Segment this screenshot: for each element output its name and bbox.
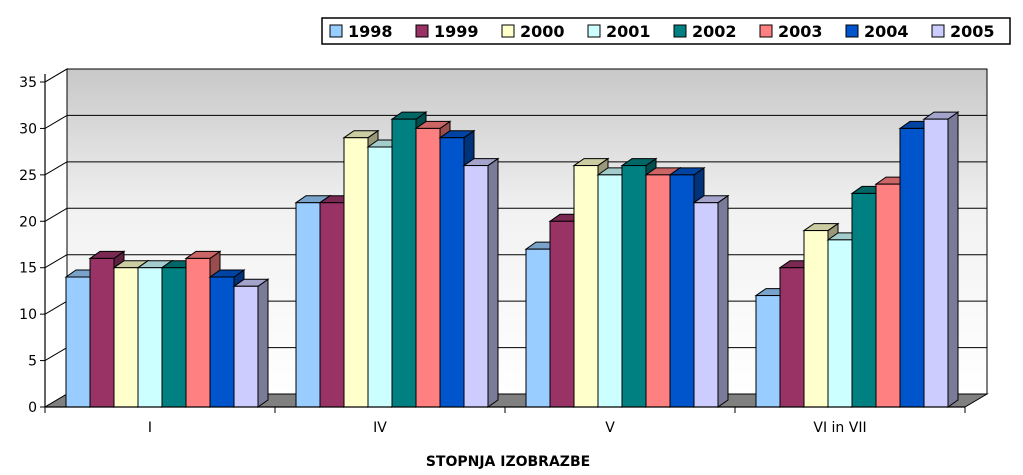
legend-swatch [501, 24, 515, 38]
bar-front [669, 174, 695, 408]
legend-swatch [587, 24, 601, 38]
legend-label: 2000 [520, 22, 565, 41]
bar-front [209, 276, 235, 408]
legend: 1998 1999 2000 2001 2002 2003 2004 2005 [321, 17, 1011, 45]
bar-front [391, 118, 417, 408]
x-category-label: IV [373, 420, 387, 436]
bar-front [573, 165, 599, 408]
legend-label: 2003 [778, 22, 823, 41]
gridline [44, 68, 68, 83]
bar-front [755, 295, 781, 408]
legend-item: 2003 [759, 22, 823, 41]
legend-item: 2001 [587, 22, 651, 41]
bar-side [257, 278, 269, 408]
side-wall [44, 68, 68, 408]
legend-box [321, 17, 1011, 45]
bar-front [463, 165, 489, 408]
y-tick-label: 10 [19, 307, 37, 323]
legend-item: 2004 [845, 22, 909, 41]
bar-front [621, 165, 647, 408]
gridline [44, 114, 68, 129]
legend-label: 1999 [434, 22, 479, 41]
bar-front [827, 239, 853, 408]
x-category-label: V [605, 420, 615, 436]
bar-front [233, 285, 259, 408]
legend-swatch [931, 24, 945, 38]
y-tick-label: 35 [19, 75, 37, 91]
y-tick-label: 0 [28, 400, 37, 416]
bar-front [185, 257, 211, 408]
bar-front [645, 174, 671, 408]
bar-front [113, 267, 139, 408]
y-tick-label: 25 [19, 168, 37, 184]
bar-front [803, 230, 829, 408]
bar [692, 194, 730, 408]
bar-front [439, 137, 465, 408]
gridline [44, 161, 68, 176]
bar-front [549, 220, 575, 408]
legend-swatch [673, 24, 687, 38]
legend-item: 2002 [673, 22, 737, 41]
legend-item: 2000 [501, 22, 565, 41]
bar-front [161, 267, 187, 408]
bar-front [295, 202, 321, 408]
bar-front [597, 174, 623, 408]
legend-swatch [759, 24, 773, 38]
plot-area: 0 5 10 15 20 25 30 35 I IV V VI in VII [19, 68, 989, 436]
bar-front [923, 118, 949, 408]
y-tick-label: 15 [19, 261, 37, 277]
bar-front [779, 267, 805, 408]
legend-label: 1998 [348, 22, 393, 41]
x-category-label: VI in VII [813, 420, 866, 436]
bar-front [343, 137, 369, 408]
bar-front [415, 127, 441, 408]
gridline [44, 347, 68, 362]
legend-item: 2005 [931, 22, 995, 41]
bar-front [875, 183, 901, 408]
bar [462, 157, 500, 408]
legend-swatch [329, 24, 343, 38]
legend-item: 1999 [415, 22, 479, 41]
legend-label: 2005 [950, 22, 995, 41]
bar-side [717, 194, 729, 408]
y-tick-label: 5 [28, 354, 37, 370]
legend-label: 2001 [606, 22, 651, 41]
gridline [44, 254, 68, 269]
bar-side [947, 111, 959, 408]
gridline [44, 207, 68, 222]
x-axis-title: STOPNJA IZOBRAZBE [426, 454, 590, 470]
bar-front [65, 276, 91, 408]
bar-front [851, 192, 877, 408]
gridline [44, 300, 68, 315]
bar-front [137, 267, 163, 408]
y-tick-label: 20 [19, 214, 37, 230]
bar-front [319, 202, 345, 408]
legend-swatch [845, 24, 859, 38]
bar [922, 111, 960, 408]
y-tick-label: 30 [19, 121, 37, 137]
legend-item: 1998 [329, 22, 393, 41]
bar-front [899, 127, 925, 408]
legend-label: 2002 [692, 22, 737, 41]
bar [232, 278, 270, 408]
legend-swatch [415, 24, 429, 38]
legend-label: 2004 [864, 22, 909, 41]
bar-front [367, 146, 393, 408]
bar-front [693, 202, 719, 408]
bar-front [525, 248, 551, 408]
bar-side [487, 157, 499, 408]
bar-front [89, 257, 115, 408]
x-category-label: I [148, 420, 152, 436]
